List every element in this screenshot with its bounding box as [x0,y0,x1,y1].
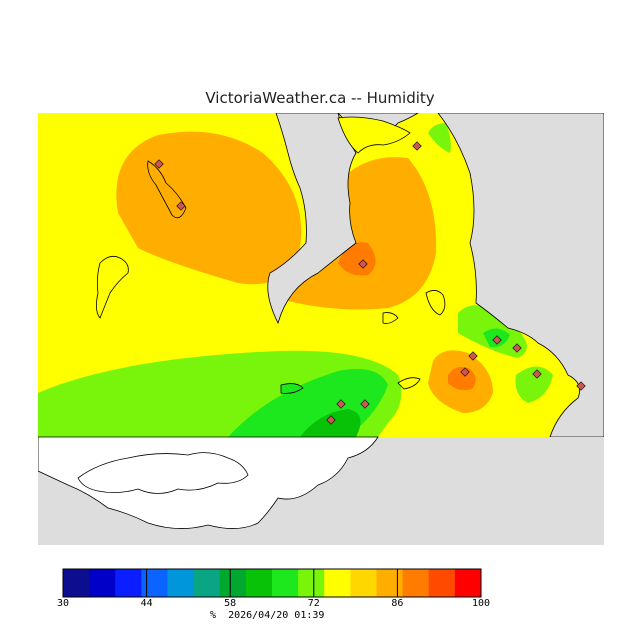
station-marker[interactable] [576,381,586,391]
legend-swatch [272,569,299,597]
humidity-map [38,113,604,545]
station-marker[interactable] [492,335,502,345]
central-red-zone [338,242,376,276]
central-orange-zone [287,157,437,310]
station-marker[interactable] [154,159,164,169]
legend-swatch [115,569,142,597]
station-marker[interactable] [358,259,368,269]
legend-swatch [141,569,168,597]
east-green-zone-2 [515,366,553,403]
legend-swatch [402,569,430,597]
legend-footer: % 2026/04/20 01:39 [210,610,324,621]
station-marker[interactable] [336,399,346,409]
nw-orange-zone [116,131,302,285]
legend-swatch [219,569,247,597]
legend-swatch [63,569,90,597]
legend-swatch [454,569,482,597]
legend-swatch [324,569,351,597]
legend-swatch [298,569,325,597]
coastline [96,116,446,394]
legend-swatch [428,569,456,597]
legend-color-bar [62,568,482,598]
station-marker[interactable] [360,399,370,409]
timestamp: 2026/04/20 01:39 [228,610,325,621]
legend-tick-label: 58 [224,598,237,609]
weather-stations [154,141,586,425]
legend-swatch [350,569,377,597]
legend-swatch [89,569,116,597]
humidity-legend [62,568,482,598]
south-region [38,436,604,545]
station-marker[interactable] [532,369,542,379]
station-marker[interactable] [176,201,186,211]
ne-green-zone [428,123,451,153]
station-marker[interactable] [468,351,478,361]
legend-swatch [167,569,195,597]
legend-tick-label: 44 [140,598,153,609]
legend-tick-label: 30 [56,598,70,609]
legend-tick-label: 72 [307,598,320,609]
legend-swatch [376,569,404,597]
legend-tick-label: 100 [471,598,491,609]
station-marker[interactable] [512,343,522,353]
station-marker[interactable] [326,415,336,425]
map-title: VictoriaWeather.ca -- Humidity [205,89,435,107]
legend-swatch [193,569,221,597]
unit-label: % [210,610,217,621]
station-marker[interactable] [412,141,422,151]
legend-tick-label: 86 [391,598,404,609]
legend-swatch [245,569,273,597]
station-marker[interactable] [460,367,470,377]
